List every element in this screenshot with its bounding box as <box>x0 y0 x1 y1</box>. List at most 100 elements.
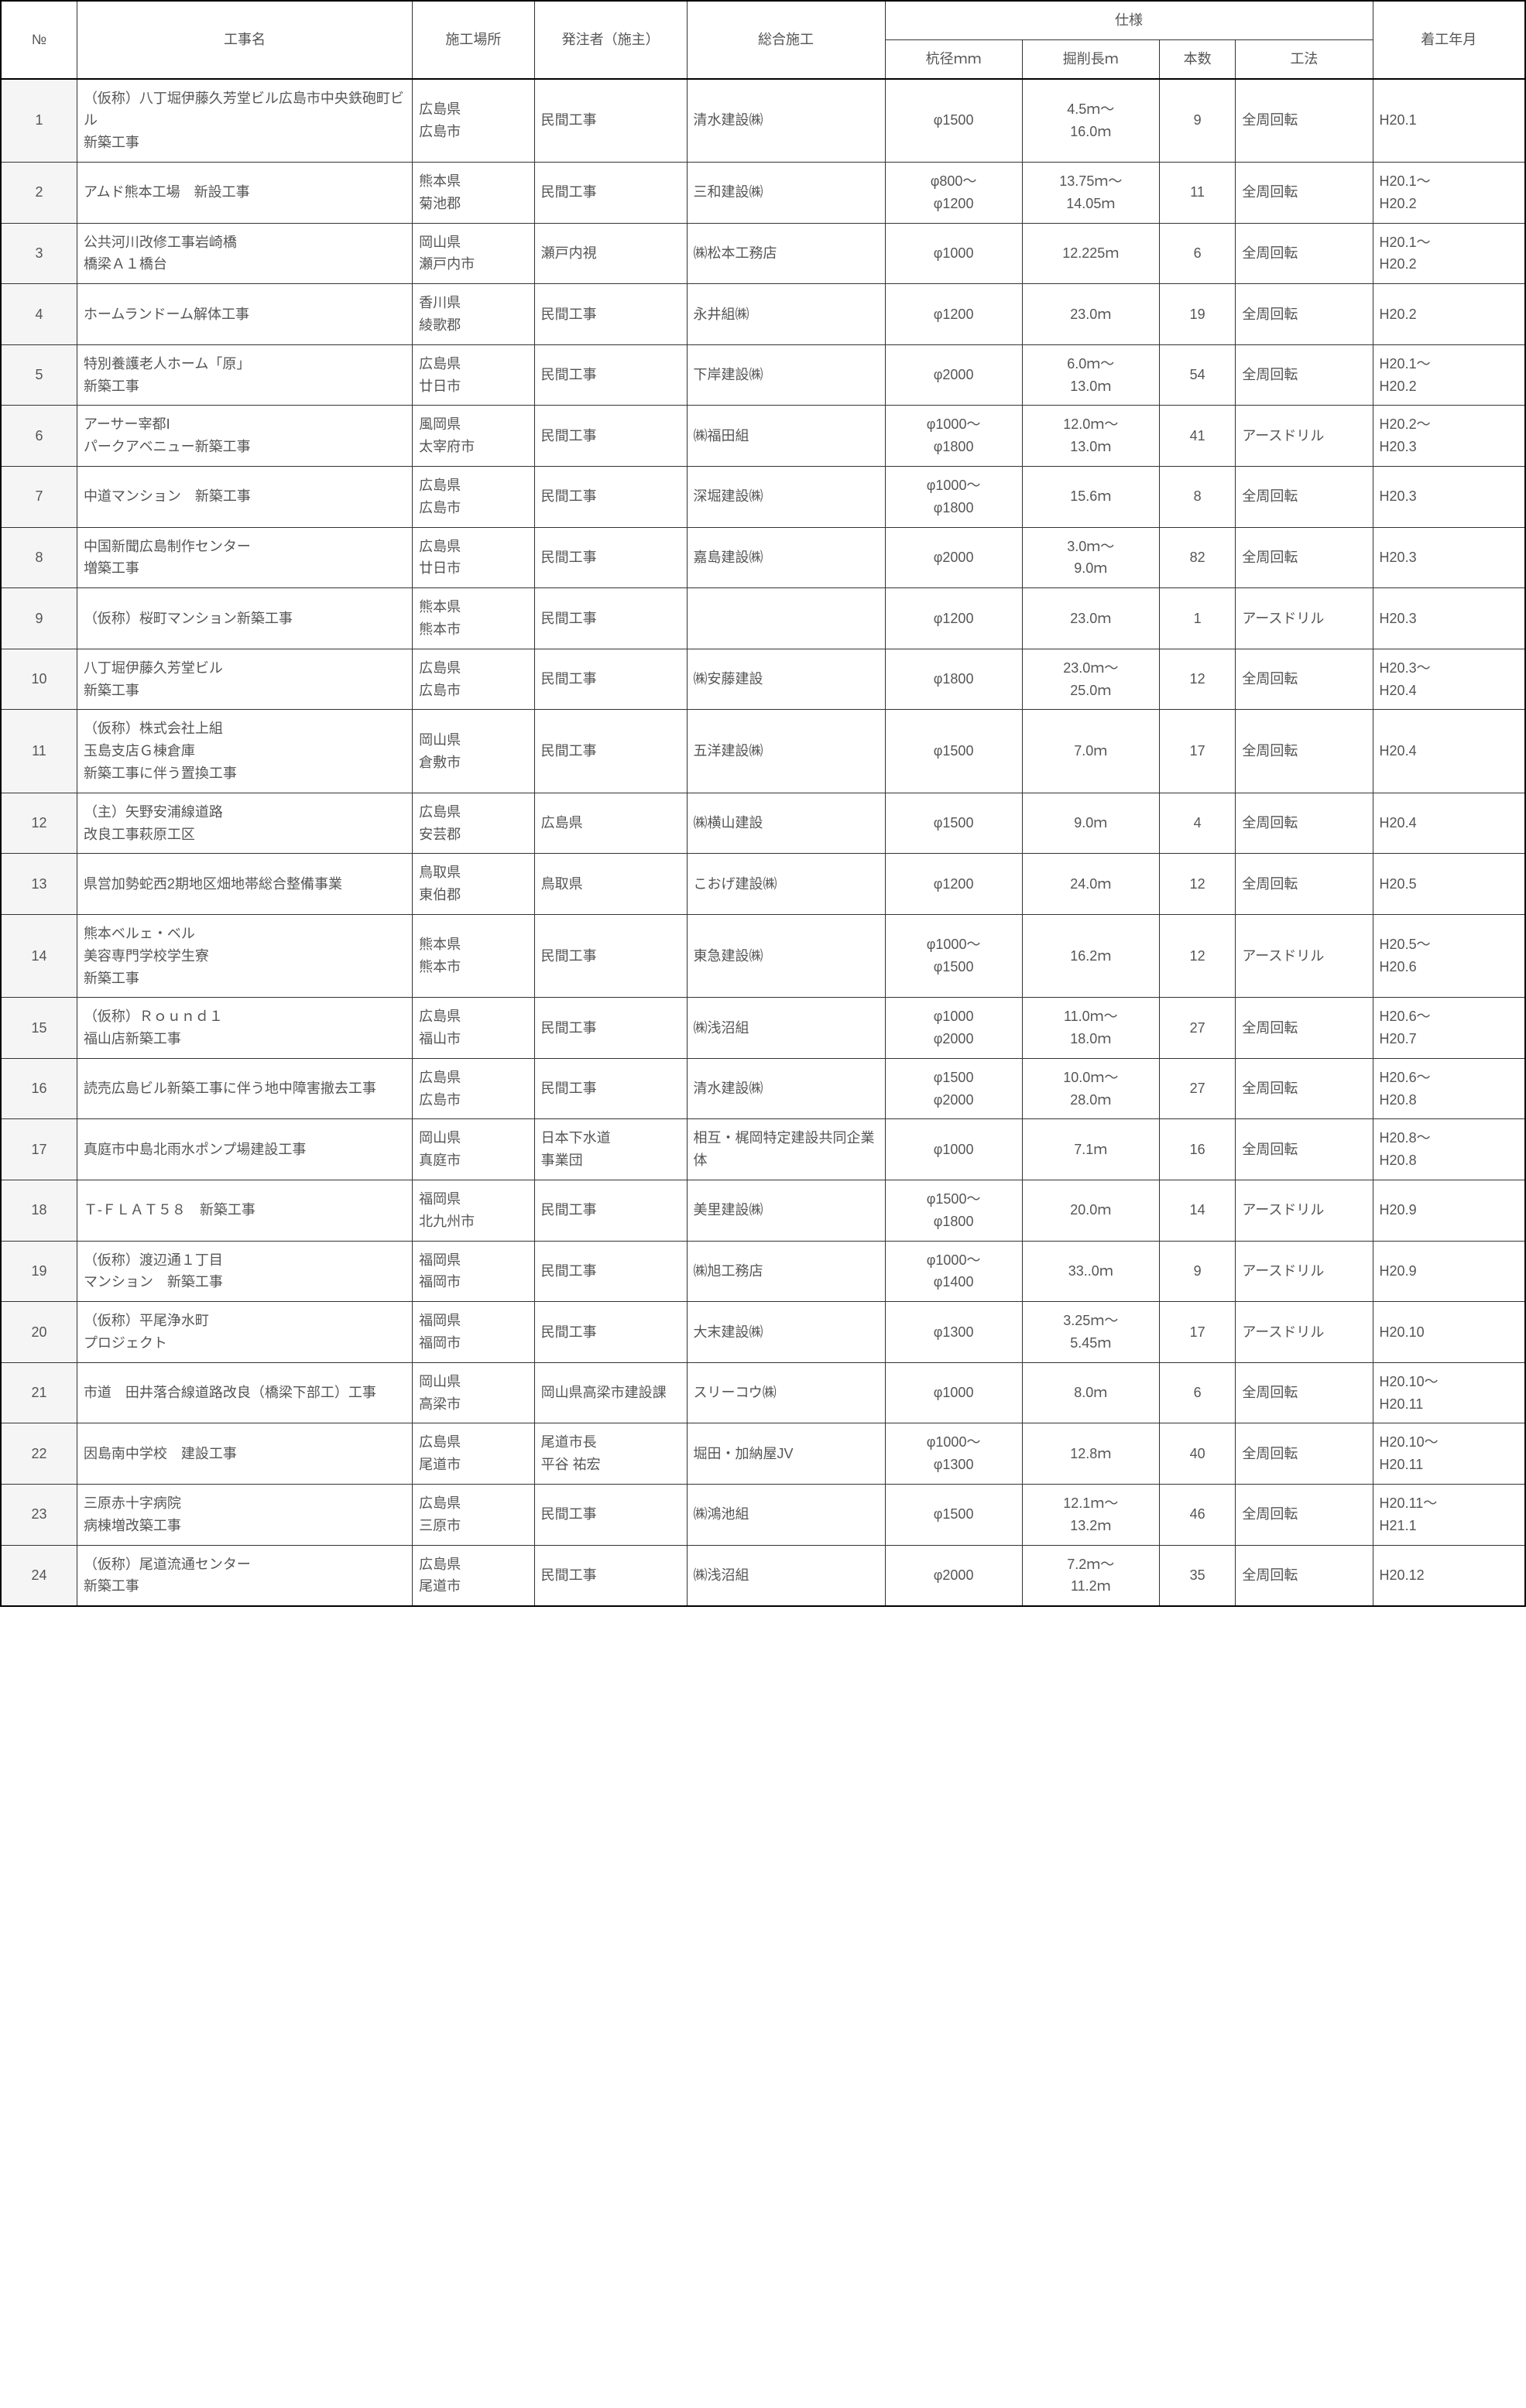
cell-diameter: φ1300 <box>885 1302 1022 1363</box>
cell-name: 三原赤十字病院病棟増改築工事 <box>77 1485 412 1546</box>
cell-no: 16 <box>1 1058 77 1119</box>
cell-location: 広島県安芸郡 <box>413 793 535 854</box>
cell-location: 熊本県熊本市 <box>413 914 535 997</box>
cell-diameter: φ1200 <box>885 284 1022 345</box>
cell-method: 全周回転 <box>1236 1423 1373 1485</box>
cell-contractor: 大末建設㈱ <box>687 1302 885 1363</box>
cell-no: 3 <box>1 223 77 284</box>
cell-date: H20.3 <box>1373 588 1525 649</box>
cell-qty: 11 <box>1159 162 1235 223</box>
cell-date: H20.2～H20.3 <box>1373 406 1525 467</box>
table-row: 2アムド熊本工場 新設工事熊本県菊池郡民間工事三和建設㈱φ800～φ120013… <box>1 162 1525 223</box>
cell-location: 広島県廿日市 <box>413 344 535 406</box>
cell-no: 12 <box>1 793 77 854</box>
cell-contractor: ㈱福田組 <box>687 406 885 467</box>
cell-client: 民間工事 <box>534 527 687 588</box>
cell-date: H20.1～H20.2 <box>1373 223 1525 284</box>
header-qty: 本数 <box>1159 39 1235 78</box>
cell-name: （仮称）渡辺通１丁目マンション 新築工事 <box>77 1241 412 1302</box>
cell-date: H20.8～H20.8 <box>1373 1119 1525 1180</box>
cell-contractor: こおげ建設㈱ <box>687 854 885 915</box>
cell-contractor: 東急建設㈱ <box>687 914 885 997</box>
table-row: 19（仮称）渡辺通１丁目マンション 新築工事福岡県福岡市民間工事㈱旭工務店φ10… <box>1 1241 1525 1302</box>
cell-date: H20.10～H20.11 <box>1373 1423 1525 1485</box>
cell-no: 20 <box>1 1302 77 1363</box>
cell-contractor <box>687 588 885 649</box>
cell-client: 民間工事 <box>534 466 687 527</box>
cell-name: 中道マンション 新築工事 <box>77 466 412 527</box>
cell-location: 鳥取県東伯郡 <box>413 854 535 915</box>
table-row: 4ホームランドーム解体工事香川県綾歌郡民間工事永井組㈱φ120023.0ｍ19全… <box>1 284 1525 345</box>
cell-name: 読売広島ビル新築工事に伴う地中障害撤去工事 <box>77 1058 412 1119</box>
cell-no: 24 <box>1 1545 77 1606</box>
cell-date: H20.3 <box>1373 527 1525 588</box>
cell-name: アーサー宰都Ⅰパークアベニュー新築工事 <box>77 406 412 467</box>
table-row: 16読売広島ビル新築工事に伴う地中障害撤去工事広島県広島市民間工事清水建設㈱φ1… <box>1 1058 1525 1119</box>
cell-date: H20.1 <box>1373 79 1525 163</box>
cell-name: 市道 田井落合線道路改良（橋梁下部工）工事 <box>77 1362 412 1423</box>
cell-client: 民間工事 <box>534 710 687 793</box>
cell-date: H20.2 <box>1373 284 1525 345</box>
cell-date: H20.1～H20.2 <box>1373 162 1525 223</box>
cell-method: 全周回転 <box>1236 793 1373 854</box>
header-date: 着工年月 <box>1373 1 1525 79</box>
cell-client: 民間工事 <box>534 914 687 997</box>
cell-name: 八丁堀伊藤久芳堂ビル新築工事 <box>77 649 412 710</box>
cell-diameter: φ1200 <box>885 854 1022 915</box>
table-row: 9（仮称）桜町マンション新築工事熊本県熊本市民間工事φ120023.0ｍ1アース… <box>1 588 1525 649</box>
cell-location: 広島県尾道市 <box>413 1423 535 1485</box>
cell-no: 21 <box>1 1362 77 1423</box>
cell-name: （仮称）八丁堀伊藤久芳堂ビル広島市中央鉄砲町ビル新築工事 <box>77 79 412 163</box>
cell-diameter: φ1000～φ1800 <box>885 466 1022 527</box>
cell-name: 県営加勢蛇西2期地区畑地帯総合整備事業 <box>77 854 412 915</box>
header-contractor: 総合施工 <box>687 1 885 79</box>
cell-diameter: φ1500 <box>885 793 1022 854</box>
cell-no: 13 <box>1 854 77 915</box>
cell-method: アースドリル <box>1236 1241 1373 1302</box>
cell-client: 民間工事 <box>534 1241 687 1302</box>
cell-length: 11.0ｍ～18.0ｍ <box>1022 998 1159 1059</box>
cell-method: 全周回転 <box>1236 223 1373 284</box>
cell-location: 広島県広島市 <box>413 1058 535 1119</box>
cell-date: H20.3～H20.4 <box>1373 649 1525 710</box>
cell-method: 全周回転 <box>1236 162 1373 223</box>
cell-method: 全周回転 <box>1236 649 1373 710</box>
cell-method: 全周回転 <box>1236 284 1373 345</box>
cell-contractor: 清水建設㈱ <box>687 1058 885 1119</box>
cell-client: 民間工事 <box>534 649 687 710</box>
cell-qty: 27 <box>1159 1058 1235 1119</box>
cell-contractor: 堀田・加納屋JV <box>687 1423 885 1485</box>
cell-no: 22 <box>1 1423 77 1485</box>
cell-length: 16.2ｍ <box>1022 914 1159 997</box>
cell-method: 全周回転 <box>1236 344 1373 406</box>
cell-diameter: φ1800 <box>885 649 1022 710</box>
cell-client: 民間工事 <box>534 344 687 406</box>
cell-location: 広島県尾道市 <box>413 1545 535 1606</box>
cell-location: 広島県広島市 <box>413 466 535 527</box>
cell-length: 7.1ｍ <box>1022 1119 1159 1180</box>
cell-no: 10 <box>1 649 77 710</box>
header-method: 工法 <box>1236 39 1373 78</box>
cell-name: （主）矢野安浦線道路改良工事萩原工区 <box>77 793 412 854</box>
cell-date: H20.5 <box>1373 854 1525 915</box>
cell-contractor: ㈱横山建設 <box>687 793 885 854</box>
cell-qty: 41 <box>1159 406 1235 467</box>
cell-contractor: 相互・梶岡特定建設共同企業体 <box>687 1119 885 1180</box>
table-row: 20（仮称）平尾浄水町プロジェクト福岡県福岡市民間工事大末建設㈱φ13003.2… <box>1 1302 1525 1363</box>
cell-client: 鳥取県 <box>534 854 687 915</box>
cell-contractor: 清水建設㈱ <box>687 79 885 163</box>
cell-length: 20.0ｍ <box>1022 1180 1159 1242</box>
cell-length: 23.0ｍ <box>1022 284 1159 345</box>
cell-qty: 1 <box>1159 588 1235 649</box>
cell-method: 全周回転 <box>1236 527 1373 588</box>
cell-date: H20.3 <box>1373 466 1525 527</box>
cell-diameter: φ1000～φ1800 <box>885 406 1022 467</box>
cell-location: 岡山県倉敷市 <box>413 710 535 793</box>
table-row: 17真庭市中島北雨水ポンプ場建設工事岡山県真庭市日本下水道事業団相互・梶岡特定建… <box>1 1119 1525 1180</box>
cell-no: 9 <box>1 588 77 649</box>
table-row: 23三原赤十字病院病棟増改築工事広島県三原市民間工事㈱鴻池組φ150012.1ｍ… <box>1 1485 1525 1546</box>
cell-length: 4.5ｍ～16.0ｍ <box>1022 79 1159 163</box>
cell-diameter: φ800～φ1200 <box>885 162 1022 223</box>
cell-qty: 6 <box>1159 223 1235 284</box>
cell-method: 全周回転 <box>1236 1362 1373 1423</box>
